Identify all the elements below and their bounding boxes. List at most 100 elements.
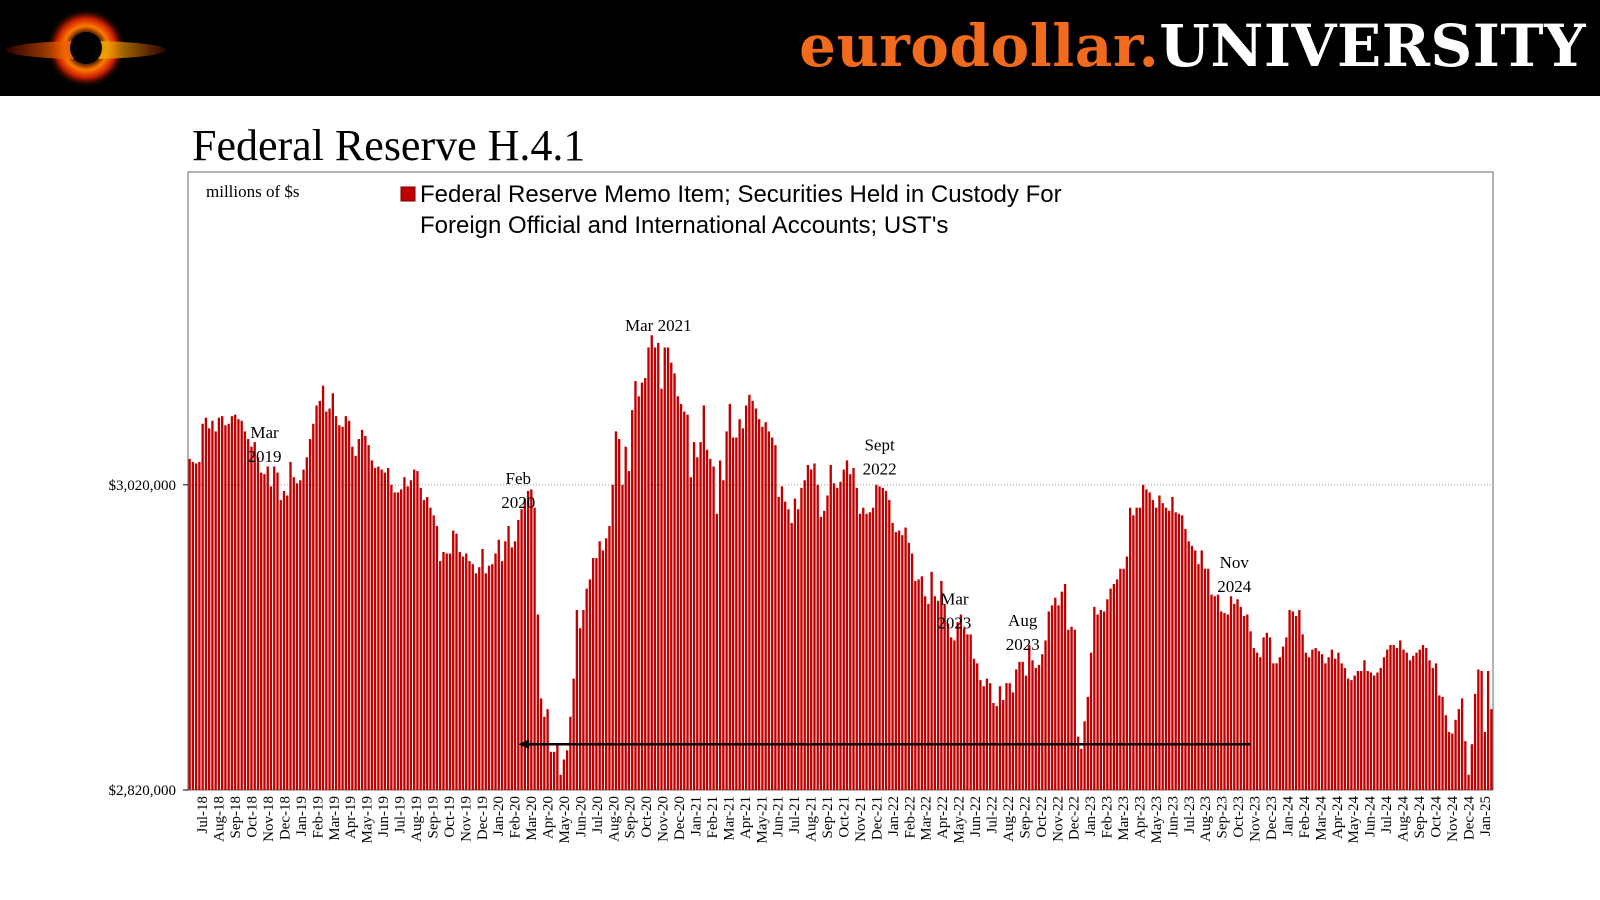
bar: [1073, 629, 1076, 790]
bar: [803, 480, 806, 790]
bar: [442, 551, 445, 790]
bar: [279, 500, 282, 790]
bar: [940, 580, 943, 790]
bar: [214, 431, 217, 790]
bar: [334, 416, 338, 790]
bar: [839, 481, 842, 790]
x-tick-label: Jun-19: [376, 796, 392, 837]
brand-wordmark: eurodollar.UNIVERSITY: [799, 6, 1586, 86]
bar: [295, 483, 299, 790]
bar: [354, 455, 357, 790]
bar: [247, 439, 250, 790]
bar: [1480, 670, 1483, 790]
bar: [774, 445, 777, 790]
bar: [1070, 626, 1073, 790]
bar: [1190, 545, 1194, 790]
x-tick-label: Nov-18: [261, 796, 277, 842]
bar: [712, 466, 715, 790]
bar: [946, 623, 950, 790]
bar: [289, 461, 292, 790]
bar: [520, 509, 523, 790]
x-tick-label: Oct-22: [1034, 796, 1050, 838]
x-tick-label: Mar-23: [1116, 796, 1132, 841]
bar: [422, 500, 426, 790]
bar: [1031, 660, 1034, 790]
bar: [588, 579, 592, 790]
annotation-line: Feb: [506, 469, 532, 488]
x-tick-label: Dec-23: [1264, 796, 1280, 840]
bar: [321, 385, 325, 790]
bar: [452, 530, 455, 790]
bar: [1402, 649, 1405, 790]
x-tick-label: Oct-21: [837, 796, 853, 838]
bar: [562, 759, 566, 790]
bar: [1216, 594, 1220, 790]
bar: [585, 588, 588, 790]
bar: [875, 484, 878, 790]
x-tick-label: Apr-22: [935, 796, 951, 839]
bar: [1115, 579, 1119, 790]
bar: [1239, 606, 1242, 790]
x-tick-label: Aug-22: [1001, 796, 1017, 842]
bar: [878, 486, 881, 790]
bar: [1307, 657, 1311, 790]
x-tick-label: Jul-23: [1182, 796, 1198, 834]
bar: [1067, 629, 1070, 790]
bar: [992, 703, 995, 790]
x-tick-label: Jun-23: [1165, 796, 1181, 837]
bar: [1418, 649, 1421, 790]
bar: [1220, 611, 1223, 790]
bar: [784, 501, 787, 790]
bar: [1242, 616, 1246, 790]
bar: [373, 468, 377, 790]
bar: [1298, 609, 1301, 790]
bar: [207, 428, 211, 790]
bar: [595, 558, 598, 790]
x-tick-label: Dec-20: [672, 796, 688, 840]
bar: [888, 500, 891, 790]
bar: [618, 439, 621, 790]
bar: [976, 663, 979, 790]
x-tick-label: Jan-19: [294, 796, 310, 836]
bar: [556, 744, 559, 790]
annotation-line: 2022: [863, 459, 897, 478]
bar: [569, 716, 572, 790]
bar: [897, 530, 901, 790]
bar: [435, 526, 439, 790]
x-tick-label: Feb-21: [705, 796, 721, 839]
bar: [468, 561, 471, 790]
units-label: millions of $s: [206, 182, 300, 201]
x-tick-label: Oct-19: [442, 796, 458, 838]
header-bar: eurodollar.UNIVERSITY: [0, 0, 1600, 96]
bar: [722, 480, 725, 790]
legend-line: Foreign Official and International Accou…: [420, 212, 948, 239]
bar: [1285, 637, 1288, 790]
bar: [1304, 652, 1308, 790]
bar: [728, 403, 732, 790]
x-tick-label: Aug-19: [409, 796, 425, 842]
bar: [901, 535, 904, 790]
bar: [1415, 652, 1418, 790]
annotation-line: Nov: [1220, 553, 1250, 572]
x-tick-label: Nov-24: [1445, 796, 1461, 842]
x-tick-label: Dec-22: [1067, 796, 1083, 840]
bar: [1356, 670, 1360, 790]
bar: [552, 751, 556, 790]
bar: [240, 420, 243, 790]
bar: [819, 516, 823, 790]
bar: [953, 640, 956, 790]
bar: [1011, 692, 1015, 790]
bar: [1161, 503, 1164, 790]
x-tick-label: May-20: [557, 796, 573, 844]
x-tick-label: Dec-24: [1461, 796, 1477, 841]
x-tick-label: Jan-22: [886, 796, 902, 836]
bar: [1249, 631, 1252, 790]
bar: [663, 347, 666, 790]
bar: [403, 477, 406, 790]
bar: [1102, 611, 1106, 790]
bar: [657, 342, 660, 790]
bar: [998, 686, 1002, 790]
bar: [1330, 649, 1334, 790]
bar: [982, 686, 985, 790]
